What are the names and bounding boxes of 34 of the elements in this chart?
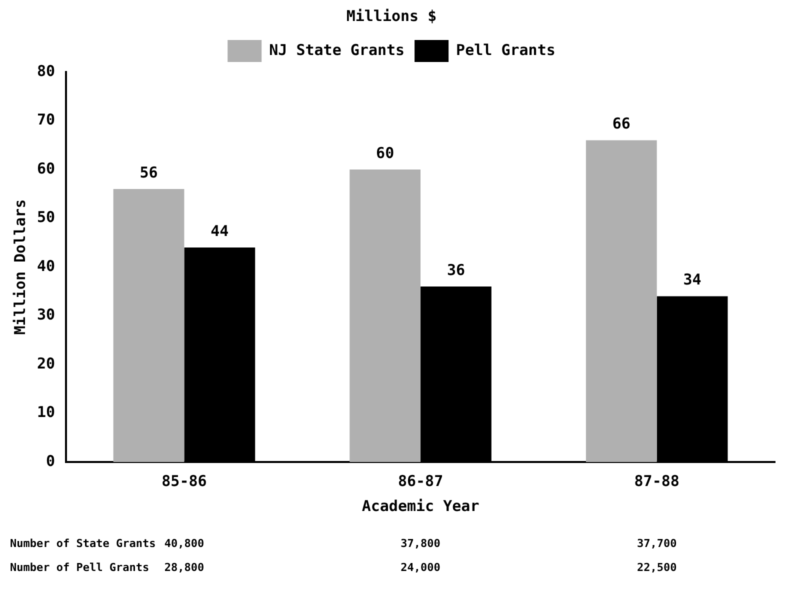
x-tick-label: 86-87 bbox=[398, 472, 444, 490]
data-label: 34 bbox=[683, 270, 702, 289]
text: 37,700 bbox=[636, 536, 677, 550]
y-axis-title: Million Dollars bbox=[10, 199, 29, 335]
y-tick-label: 40 bbox=[37, 256, 56, 275]
text: Number of State Grants bbox=[10, 536, 156, 550]
x-tick-label: 85-86 bbox=[162, 472, 207, 490]
y-tick-label: 80 bbox=[37, 62, 56, 80]
text: 40,800 bbox=[164, 536, 204, 550]
text: 28,800 bbox=[164, 560, 204, 574]
text: 24,000 bbox=[400, 560, 440, 574]
text: Number of Pell Grants bbox=[10, 560, 150, 574]
y-tick-label: 70 bbox=[37, 110, 56, 129]
y-tick-label: 10 bbox=[37, 403, 56, 422]
y-tick-label: 0 bbox=[46, 452, 56, 470]
bar bbox=[350, 170, 421, 462]
data-label: 66 bbox=[612, 114, 630, 133]
data-label: 36 bbox=[446, 260, 466, 279]
x-tick-label: 87-88 bbox=[634, 472, 680, 490]
text: 37,800 bbox=[400, 536, 440, 550]
chart-subtitle: Millions $ bbox=[346, 6, 437, 25]
data-label: 44 bbox=[210, 222, 229, 240]
data-label: 56 bbox=[140, 163, 158, 182]
y-tick-label: 60 bbox=[37, 159, 56, 178]
bar bbox=[586, 140, 657, 462]
x-axis-title: Academic Year bbox=[362, 496, 480, 515]
text: 22,500 bbox=[636, 560, 677, 574]
y-tick-label: 30 bbox=[37, 306, 56, 324]
y-tick-label: 50 bbox=[37, 208, 56, 226]
y-tick-label: 20 bbox=[37, 354, 56, 372]
data-label: 60 bbox=[376, 144, 394, 162]
legend-label: Pell Grants bbox=[456, 40, 556, 59]
legend-label: NJ State Grants bbox=[269, 40, 405, 59]
bar bbox=[113, 189, 184, 462]
